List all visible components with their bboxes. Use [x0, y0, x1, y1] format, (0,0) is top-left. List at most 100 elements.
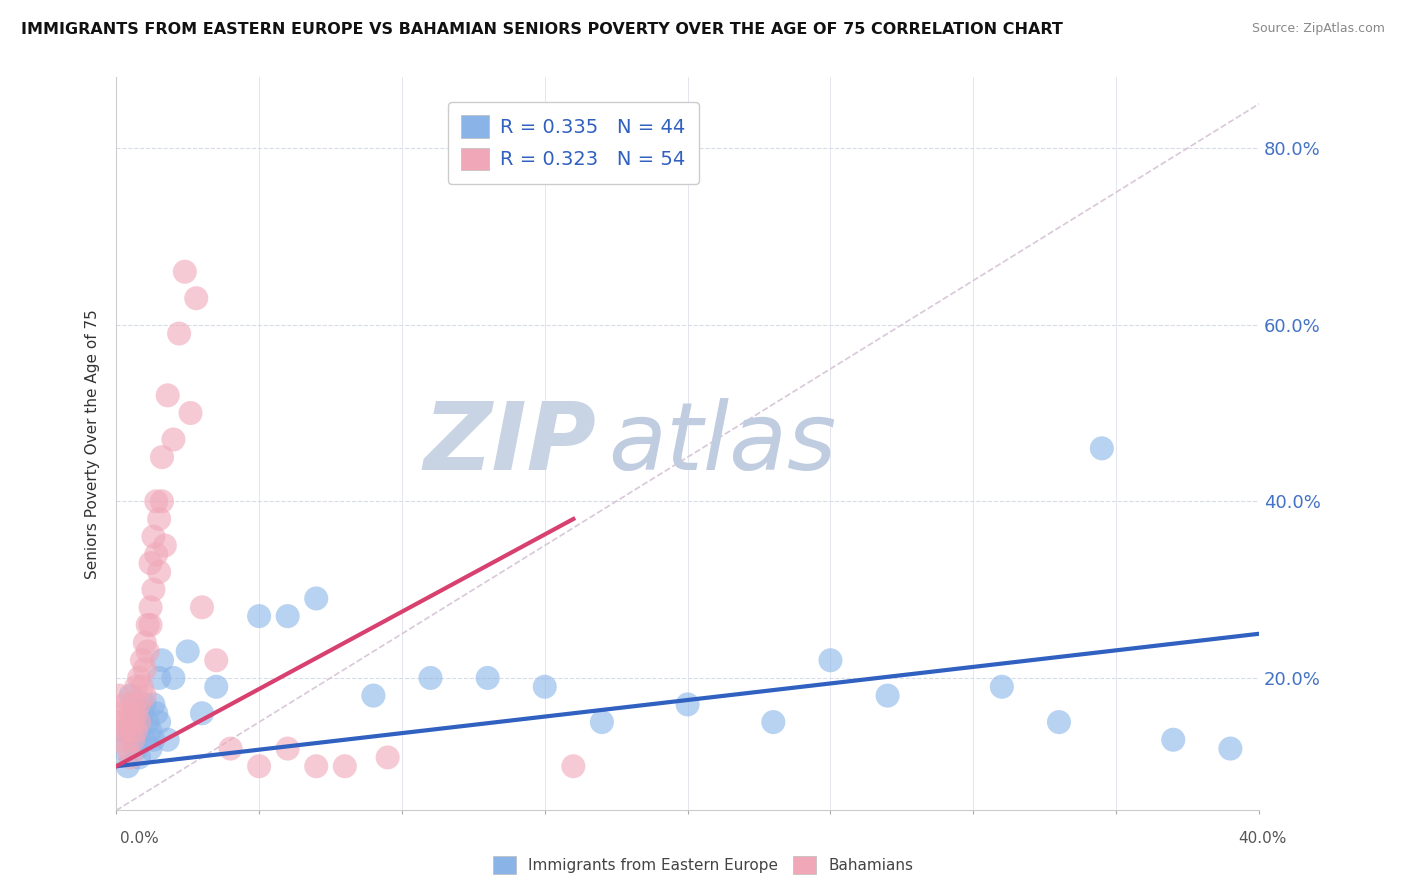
Point [142, 582, 165, 597]
Point [139, 556, 162, 570]
Point [117, 715, 139, 730]
Point [1219, 741, 1241, 756]
Point [145, 706, 167, 721]
Text: ZIP: ZIP [423, 398, 596, 490]
Point [117, 741, 139, 756]
Point [1047, 715, 1070, 730]
Point [173, 265, 195, 279]
Point [136, 715, 159, 730]
Point [191, 706, 214, 721]
Point [128, 671, 150, 685]
Point [153, 539, 176, 553]
Point [180, 406, 202, 420]
Point [111, 706, 134, 721]
Point [122, 715, 145, 730]
Point [120, 723, 142, 738]
Point [167, 326, 190, 341]
Point [533, 680, 555, 694]
Point [1161, 732, 1184, 747]
Point [131, 680, 153, 694]
Point [125, 706, 148, 721]
Point [876, 689, 898, 703]
Point [205, 653, 228, 667]
Point [676, 698, 699, 712]
Point [333, 759, 356, 773]
Text: 40.0%: 40.0% [1239, 831, 1286, 846]
Point [128, 698, 150, 712]
Point [125, 723, 148, 738]
Point [131, 653, 153, 667]
Point [205, 680, 228, 694]
Point [125, 715, 148, 730]
Point [114, 723, 136, 738]
Point [419, 671, 441, 685]
Point [125, 680, 148, 694]
Point [363, 689, 385, 703]
Point [142, 732, 165, 747]
Point [991, 680, 1014, 694]
Point [122, 732, 145, 747]
Point [139, 618, 162, 632]
Point [139, 723, 162, 738]
Point [148, 671, 170, 685]
Point [139, 741, 162, 756]
Point [114, 723, 136, 738]
Point [1091, 442, 1114, 456]
Point [122, 706, 145, 721]
Point [247, 609, 270, 624]
Point [136, 644, 159, 658]
Point [156, 732, 179, 747]
Point [305, 759, 328, 773]
Point [134, 698, 156, 712]
Legend: Immigrants from Eastern Europe, Bahamians: Immigrants from Eastern Europe, Bahamian… [486, 850, 920, 880]
Text: Source: ZipAtlas.com: Source: ZipAtlas.com [1251, 22, 1385, 36]
Point [562, 759, 585, 773]
Point [120, 706, 142, 721]
Point [219, 741, 242, 756]
Point [134, 732, 156, 747]
Text: atlas: atlas [607, 399, 837, 490]
Point [277, 609, 299, 624]
Y-axis label: Seniors Poverty Over the Age of 75: Seniors Poverty Over the Age of 75 [86, 309, 100, 579]
Point [191, 600, 214, 615]
Point [122, 732, 145, 747]
Point [136, 618, 159, 632]
Point [762, 715, 785, 730]
Point [148, 715, 170, 730]
Point [820, 653, 842, 667]
Point [128, 723, 150, 738]
Point [139, 600, 162, 615]
Point [120, 750, 142, 764]
Point [122, 698, 145, 712]
Point [134, 662, 156, 676]
Point [142, 530, 165, 544]
Text: IMMIGRANTS FROM EASTERN EUROPE VS BAHAMIAN SENIORS POVERTY OVER THE AGE OF 75 CO: IMMIGRANTS FROM EASTERN EUROPE VS BAHAMI… [21, 22, 1063, 37]
Point [186, 291, 208, 305]
Point [142, 698, 165, 712]
Point [148, 512, 170, 526]
Point [134, 635, 156, 649]
Point [111, 732, 134, 747]
Point [377, 750, 399, 764]
Point [145, 494, 167, 508]
Point [111, 741, 134, 756]
Point [247, 759, 270, 773]
Point [277, 741, 299, 756]
Text: 0.0%: 0.0% [120, 831, 159, 846]
Point [128, 750, 150, 764]
Point [162, 671, 184, 685]
Point [477, 671, 499, 685]
Point [117, 759, 139, 773]
Point [591, 715, 613, 730]
Point [120, 689, 142, 703]
Point [114, 698, 136, 712]
Point [125, 741, 148, 756]
Point [305, 591, 328, 606]
Point [108, 689, 131, 703]
Point [150, 450, 173, 465]
Point [145, 547, 167, 561]
Point [150, 494, 173, 508]
Point [108, 715, 131, 730]
Point [162, 433, 184, 447]
Point [156, 388, 179, 402]
